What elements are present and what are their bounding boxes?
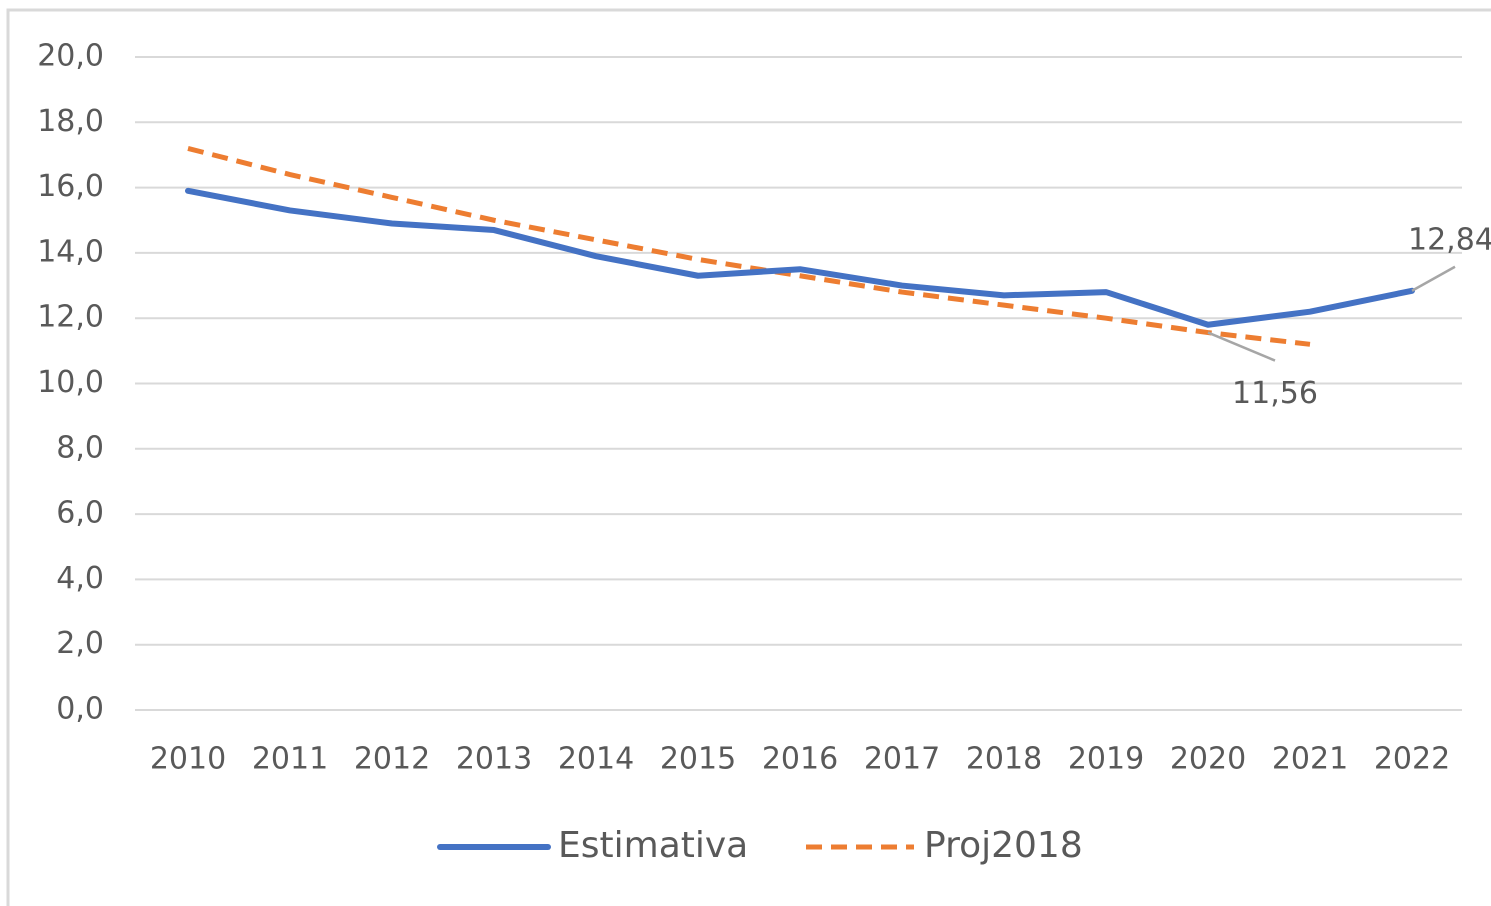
- x-tick-label: 2019: [1068, 742, 1144, 777]
- leader-line: [1411, 265, 1456, 292]
- y-tick-label: 8,0: [56, 430, 104, 465]
- y-tick-label: 0,0: [56, 692, 104, 727]
- line-series: [185, 187, 1415, 328]
- y-tick-label: 14,0: [37, 234, 104, 269]
- y-tick-label: 10,0: [37, 365, 104, 400]
- data-label: 11,56: [1232, 376, 1318, 411]
- x-tick-label: 2021: [1272, 742, 1348, 777]
- x-tick-label: 2010: [150, 742, 226, 777]
- x-tick-label: 2012: [354, 742, 430, 777]
- x-tick-label: 2013: [456, 742, 532, 777]
- legend-label: Estimativa: [558, 825, 748, 866]
- x-tick-label: 2011: [252, 742, 328, 777]
- y-tick-label: 18,0: [37, 104, 104, 139]
- x-tick-label: 2014: [558, 742, 634, 777]
- y-tick-label: 6,0: [56, 496, 104, 531]
- x-tick-label: 2015: [660, 742, 736, 777]
- x-tick-label: 2018: [966, 742, 1042, 777]
- x-tick-label: 2016: [762, 742, 838, 777]
- x-tick-label: 2020: [1170, 742, 1246, 777]
- y-tick-label: 4,0: [56, 561, 104, 596]
- data-label: 12,84: [1408, 222, 1491, 257]
- y-tick-label: 20,0: [37, 39, 104, 74]
- y-tick-label: 12,0: [37, 300, 104, 335]
- y-tick-label: 16,0: [37, 169, 104, 204]
- chart-frame: [6, 8, 1491, 906]
- x-tick-label: 2017: [864, 742, 940, 777]
- leader-line: [1207, 331, 1276, 362]
- line-series: [187, 145, 1311, 347]
- legend-label: Proj2018: [924, 825, 1083, 866]
- y-tick-label: 2,0: [56, 626, 104, 661]
- x-tick-label: 2022: [1374, 742, 1450, 777]
